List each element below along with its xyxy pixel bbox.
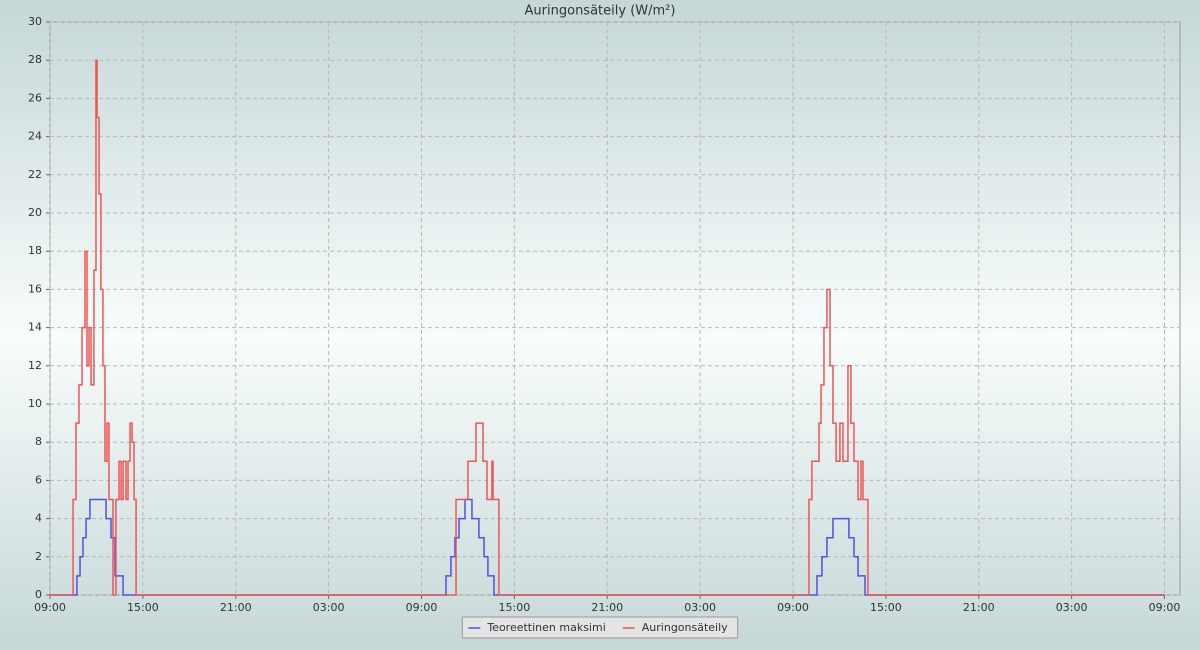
x-tick-label: 03:00 (313, 601, 345, 614)
x-tick-label: 09:00 (34, 601, 66, 614)
y-tick-label: 2 (35, 550, 42, 563)
plot-area (49, 21, 1181, 596)
y-tick-label: 24 (28, 130, 42, 143)
y-tick-label: 26 (28, 91, 42, 104)
series-line (50, 498, 1165, 596)
y-tick-label: 18 (28, 244, 42, 257)
legend-label: Auringonsäteily (642, 621, 728, 634)
x-tick-label: 21:00 (591, 601, 623, 614)
x-tick-label: 15:00 (870, 601, 902, 614)
x-tick-label: 09:00 (406, 601, 438, 614)
x-tick-label: 03:00 (684, 601, 716, 614)
y-tick-label: 12 (28, 359, 42, 372)
y-tick-label: 16 (28, 282, 42, 295)
y-tick-label: 10 (28, 397, 42, 410)
x-tick-label: 15:00 (499, 601, 531, 614)
y-tick-label: 6 (35, 473, 42, 486)
y-tick-label: 22 (28, 168, 42, 181)
x-tick-label: 09:00 (777, 601, 809, 614)
x-tick-label: 15:00 (127, 601, 159, 614)
y-tick-label: 20 (28, 206, 42, 219)
x-tick-label: 21:00 (963, 601, 995, 614)
legend-label: Teoreettinen maksimi (486, 621, 605, 634)
x-tick-label: 21:00 (220, 601, 252, 614)
x-tick-label: 03:00 (1056, 601, 1088, 614)
y-tick-label: 28 (28, 53, 42, 66)
x-tick-label: 09:00 (1149, 601, 1181, 614)
y-tick-label: 14 (28, 321, 42, 334)
legend-box (461, 616, 739, 639)
chart-title: Auringonsäteily (W/m²) (525, 4, 676, 19)
y-tick-label: 8 (35, 435, 42, 448)
series-line (50, 59, 1165, 596)
y-tick-label: 0 (35, 588, 42, 601)
legend: Teoreettinen maksimi Auringonsäteily (461, 616, 739, 639)
y-tick-label: 4 (35, 512, 42, 525)
y-tick-label: 30 (28, 15, 42, 28)
